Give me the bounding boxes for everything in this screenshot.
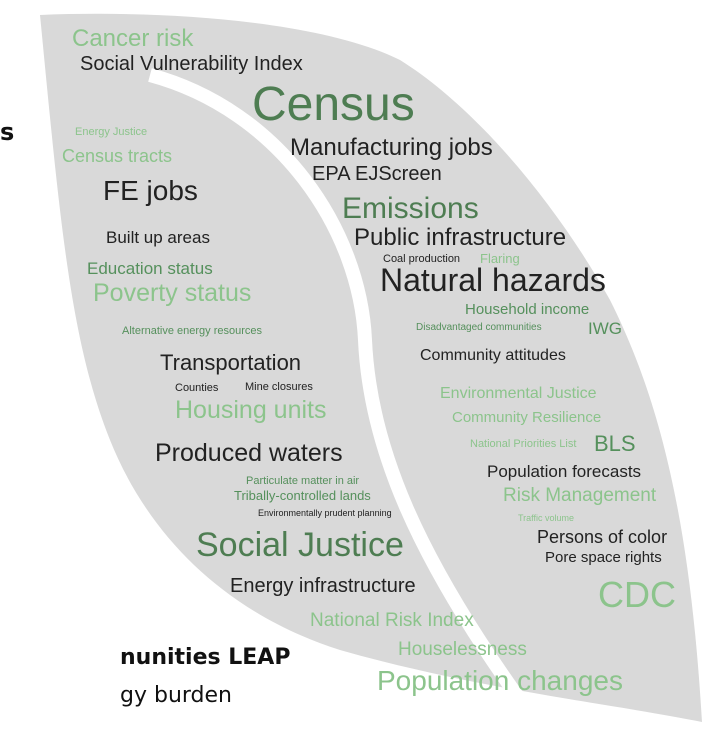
cloud-word: Mine closures [245,381,313,393]
cloud-word: EPA EJScreen [312,163,442,185]
cropped-text: gy burden [120,683,232,708]
cloud-word: Cancer risk [72,25,194,52]
cloud-word: Pore space rights [545,549,662,566]
page: s nunities LEAP gy burden Cancer riskSoc… [0,0,705,729]
cloud-word: BLS [594,431,636,456]
cloud-word: Census [252,78,415,131]
cloud-word: Natural hazards [380,262,606,298]
cloud-word: Disadvantaged communities [416,322,542,333]
cloud-word: Social Vulnerability Index [80,53,303,75]
cloud-word: FE jobs [103,175,198,206]
cloud-word: Counties [175,382,219,394]
cloud-word: Household income [465,301,589,318]
cloud-word: National Risk Index [310,610,474,631]
cloud-word: Public infrastructure [354,224,566,251]
cloud-word: Population changes [377,665,623,696]
cloud-word: Emissions [342,192,479,225]
cloud-word: National Priorities List [470,438,576,450]
cloud-word: CDC [598,574,676,615]
cropped-text: nunities LEAP [120,645,290,670]
cloud-word: Transportation [160,350,301,375]
cloud-word: Particulate matter in air [246,475,359,487]
cloud-word: Population forecasts [487,462,641,481]
cloud-word: Houselessness [398,639,527,660]
cloud-word: IWG [588,319,622,338]
cloud-word: Energy Justice [75,126,147,138]
cloud-word: Built up areas [106,228,210,247]
cloud-word: Persons of color [537,527,667,547]
cloud-word: Manufacturing jobs [290,134,493,161]
cloud-word: Community Resilience [452,409,601,426]
cloud-word: Census tracts [62,146,172,166]
cloud-word: Environmentally prudent planning [258,508,392,518]
cloud-word: Environmental Justice [440,385,597,402]
cloud-word: Risk Management [503,485,657,506]
cloud-word: Housing units [175,396,326,424]
cloud-word: Traffic volume [518,513,574,523]
cloud-word: Energy infrastructure [230,575,416,597]
cloud-word: Produced waters [155,439,343,467]
cloud-word: Education status [87,259,213,278]
cloud-word: Community attitudes [420,347,566,364]
cropped-text: s [0,118,14,146]
cloud-word: Alternative energy resources [122,325,263,337]
word-cloud: s nunities LEAP gy burden Cancer riskSoc… [0,0,705,729]
cloud-word: Poverty status [93,279,251,307]
cloud-word: Tribally-controlled lands [234,488,371,503]
cloud-word: Social Justice [196,526,404,564]
